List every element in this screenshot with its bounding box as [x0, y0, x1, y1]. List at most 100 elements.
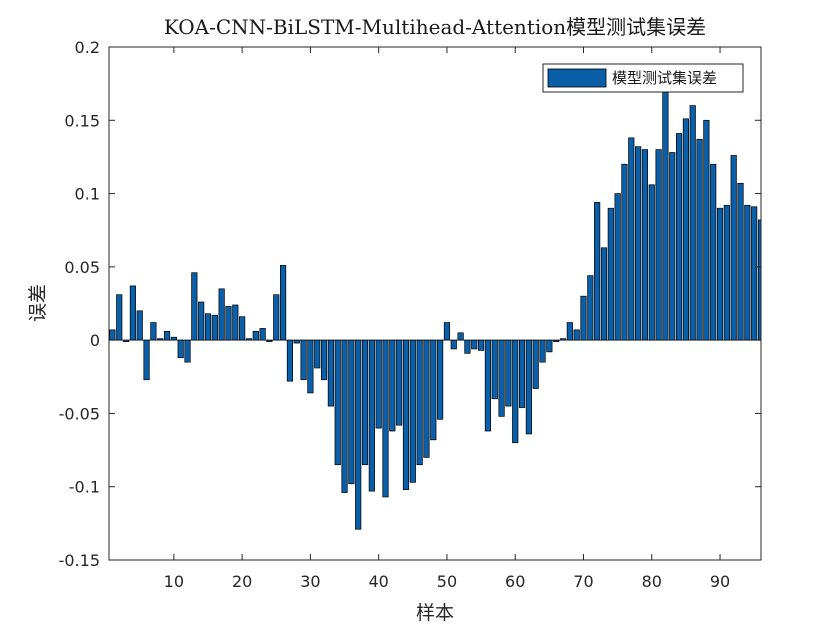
- bar: [320, 339, 328, 381]
- bar: [430, 339, 437, 441]
- bar: [211, 314, 218, 341]
- bar: [334, 339, 341, 466]
- x-tick-label: 30: [300, 572, 320, 591]
- bar: [518, 339, 526, 408]
- bar: [116, 294, 123, 341]
- bar: [136, 310, 143, 341]
- y-tick-label: 0.15: [64, 111, 100, 130]
- x-tick-label: 60: [505, 572, 525, 591]
- bar: [191, 272, 198, 341]
- bar: [737, 182, 744, 341]
- bar: [450, 339, 457, 350]
- bar: [273, 294, 280, 341]
- bar: [368, 339, 375, 492]
- bar: [396, 339, 403, 426]
- chart-title: KOA-CNN-BiLSTM-Multihead-Attention模型测试集误…: [164, 15, 706, 39]
- bar: [280, 265, 287, 341]
- bar: [327, 339, 334, 407]
- bar: [341, 339, 348, 493]
- bar: [723, 204, 730, 341]
- bar: [143, 339, 150, 381]
- x-tick-label: 50: [437, 572, 457, 591]
- bar: [696, 138, 703, 341]
- bars-group: [109, 92, 762, 530]
- y-tick-label: -0.15: [59, 551, 100, 570]
- bar: [635, 146, 642, 341]
- bar: [129, 285, 136, 341]
- bar: [478, 339, 485, 351]
- bar: [512, 339, 519, 444]
- bar: [232, 304, 239, 341]
- bar: [382, 339, 389, 498]
- bar: [286, 339, 294, 382]
- bar: [484, 339, 491, 432]
- bar: [163, 330, 171, 341]
- ticks-group: [109, 46, 761, 561]
- bar: [498, 339, 505, 417]
- bar: [689, 105, 696, 341]
- bar: [546, 339, 553, 353]
- x-tick-label: 20: [232, 572, 252, 591]
- legend: 模型测试集误差: [542, 63, 744, 93]
- bar: [416, 339, 423, 466]
- bar: [566, 322, 573, 341]
- bar: [669, 152, 676, 341]
- bar: [682, 118, 689, 341]
- x-axis-label: 样本: [416, 602, 454, 624]
- bar: [437, 339, 444, 420]
- plot-frame: [108, 46, 762, 561]
- bar: [293, 339, 300, 344]
- bar: [621, 163, 628, 341]
- y-tick-label: -0.1: [69, 478, 100, 497]
- y-tick-label: -0.05: [59, 404, 100, 423]
- bar: [716, 207, 724, 341]
- bar: [170, 336, 177, 341]
- watermark: 知乎 @机器学习之心: [590, 587, 786, 611]
- bar: [348, 339, 355, 485]
- x-tick-label: 80: [642, 572, 662, 591]
- bar: [573, 329, 580, 341]
- legend-swatch: [547, 68, 607, 88]
- bar: [375, 339, 382, 429]
- bar: [594, 202, 601, 341]
- bar: [710, 163, 717, 341]
- bar: [648, 184, 655, 341]
- y-tick-label: 0.05: [64, 258, 100, 277]
- bar: [402, 339, 410, 490]
- y-tick-label: 0: [90, 331, 100, 350]
- bar: [539, 339, 546, 363]
- bar: [423, 339, 430, 458]
- bar: [641, 149, 649, 341]
- bar: [464, 339, 471, 354]
- x-tick-label: 40: [368, 572, 388, 591]
- bar: [730, 155, 737, 341]
- bar: [532, 339, 539, 389]
- bar: [409, 339, 416, 483]
- bar: [607, 207, 614, 341]
- bar: [662, 92, 669, 341]
- bar: [505, 339, 512, 407]
- bar: [307, 339, 314, 394]
- bar: [177, 339, 184, 359]
- bar: [150, 322, 157, 341]
- bar: [204, 313, 212, 341]
- bar: [109, 329, 116, 341]
- bar: [184, 339, 191, 363]
- bar: [259, 328, 266, 341]
- bar: [252, 330, 259, 341]
- y-axis-label: 误差: [27, 284, 49, 322]
- x-tick-label: 70: [573, 572, 593, 591]
- bar: [443, 322, 451, 341]
- bar: [457, 332, 464, 341]
- x-tick-label: 10: [164, 572, 184, 591]
- bar: [628, 137, 635, 341]
- bar: [300, 339, 307, 381]
- bar: [198, 301, 205, 341]
- bar: [675, 133, 683, 341]
- bar: [580, 295, 587, 341]
- x-tick-label: 90: [710, 572, 730, 591]
- bar: [239, 316, 246, 341]
- bar: [744, 204, 751, 341]
- bar: [655, 149, 662, 341]
